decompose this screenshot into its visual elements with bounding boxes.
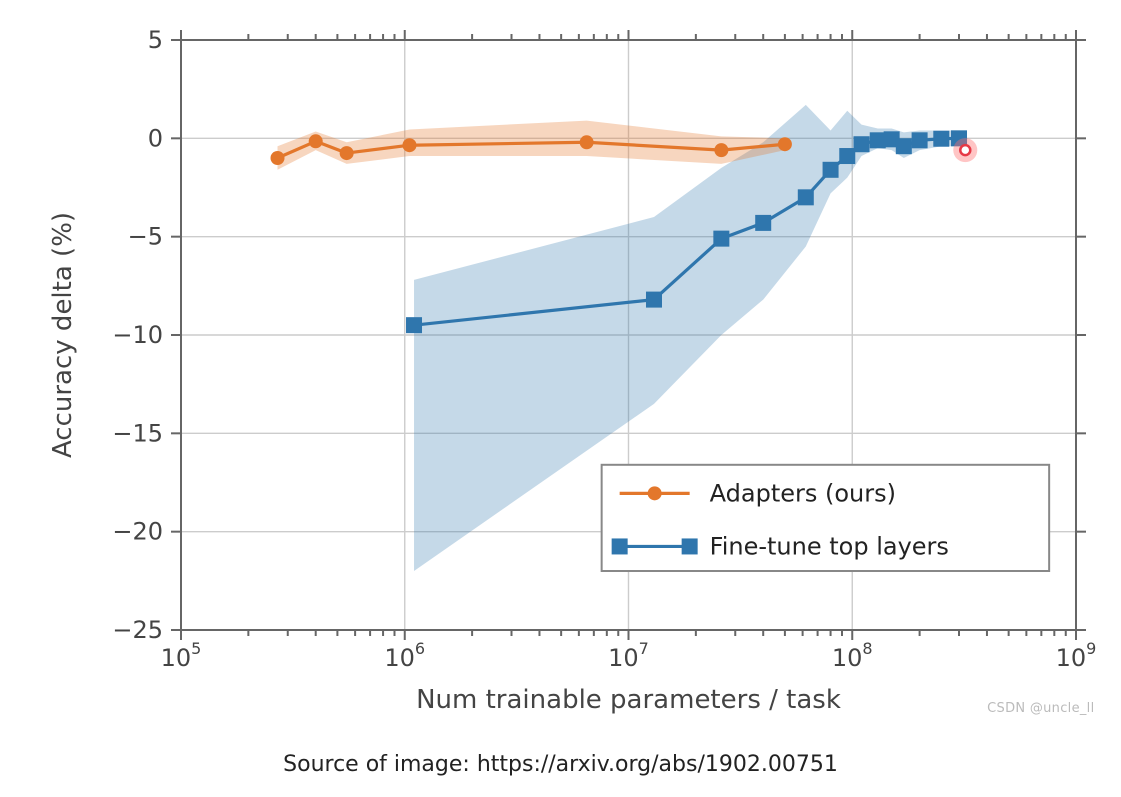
- legend-item-label: Adapters (ours): [709, 479, 895, 507]
- finetune-marker: [822, 162, 838, 178]
- x-axis-label: Num trainable parameters / task: [416, 685, 841, 715]
- finetune-marker: [713, 231, 729, 247]
- ytick-label: 0: [147, 124, 162, 152]
- adapters-marker: [270, 151, 284, 165]
- line-chart: 10510610710810950−5−10−15−20−25Num train…: [21, 20, 1101, 740]
- ytick-label: −10: [112, 321, 163, 349]
- chart-container: 10510610710810950−5−10−15−20−25Num train…: [21, 20, 1101, 744]
- adapters-marker: [777, 137, 791, 151]
- finetune-marker: [797, 189, 813, 205]
- legend-item-label: Fine-tune top layers: [709, 532, 948, 560]
- finetune-marker: [755, 215, 771, 231]
- adapters-marker: [402, 138, 416, 152]
- finetune-marker: [853, 136, 869, 152]
- adapters-marker: [339, 146, 353, 160]
- finetune-marker: [895, 138, 911, 154]
- finetune-marker: [645, 292, 661, 308]
- ytick-label: −20: [112, 518, 163, 546]
- finetune-marker: [839, 148, 855, 164]
- adapters-marker: [308, 134, 322, 148]
- legend: Adapters (ours) Fine-tune top layers: [601, 465, 1049, 571]
- finetune-marker: [406, 317, 422, 333]
- y-axis-label: Accuracy delta (%): [48, 212, 78, 458]
- adapters-marker: [714, 143, 728, 157]
- adapters-marker: [579, 135, 593, 149]
- ytick-label: −5: [127, 223, 162, 251]
- finetune-marker: [933, 131, 949, 147]
- ytick-label: −15: [112, 419, 163, 447]
- ytick-label: 5: [147, 26, 162, 54]
- ytick-label: −25: [112, 616, 163, 644]
- watermark-text: CSDN @uncle_ll: [987, 701, 1094, 716]
- caption-text: Source of image: https://arxiv.org/abs/1…: [20, 752, 1101, 777]
- highlight-point: [960, 145, 970, 155]
- finetune-marker: [869, 132, 885, 148]
- finetune-marker: [911, 132, 927, 148]
